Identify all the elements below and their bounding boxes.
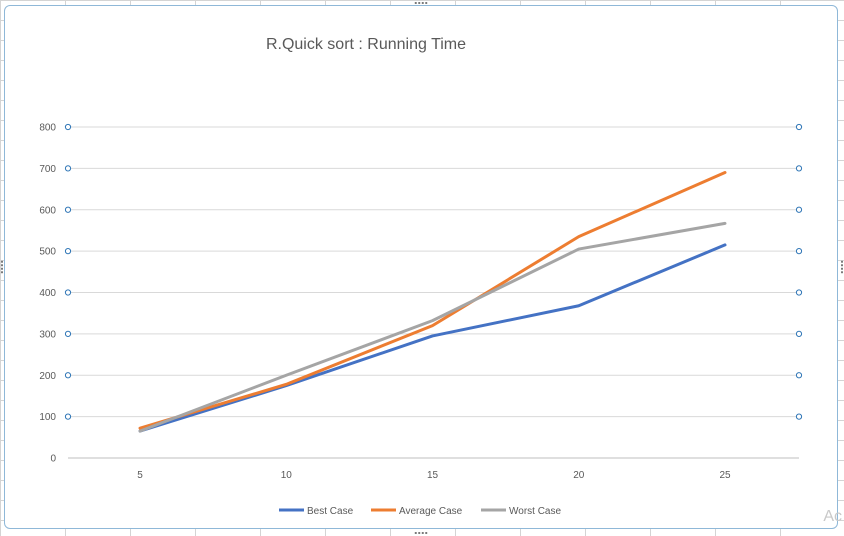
left-axis-marker (64, 372, 72, 379)
right-axis-marker (795, 123, 803, 131)
left-axis-marker (64, 206, 72, 213)
axis-selection-markers (64, 123, 803, 420)
gridlines (68, 126, 799, 459)
y-tick-label: 300 (39, 329, 56, 340)
legend-label: Average Case (399, 506, 463, 517)
y-tick-label: 400 (39, 288, 56, 299)
y-axis-ticks: 0 100 200 300 400 500 600 700 800 (39, 123, 56, 465)
top-resize-handle[interactable] (414, 1, 428, 5)
y-tick-label: 100 (39, 412, 56, 423)
series-line-average-case (138, 171, 727, 430)
y-tick-label: 700 (39, 164, 56, 175)
left-axis-marker (64, 248, 72, 255)
legend-label: Best Case (307, 506, 354, 517)
x-tick-label: 20 (573, 470, 585, 481)
right-axis-marker (795, 330, 803, 337)
right-axis-marker (795, 165, 803, 172)
x-axis-ticks: 5 10 15 20 25 (137, 470, 731, 481)
left-axis-marker (64, 413, 72, 420)
chart-title: R.Quick sort : Running Time (266, 36, 466, 53)
right-axis-marker (795, 372, 803, 379)
corner-text: Ac (823, 508, 842, 525)
series-line-best-case (138, 243, 727, 433)
left-axis-marker (64, 123, 72, 131)
y-tick-label: 200 (39, 371, 56, 382)
right-resize-handle[interactable] (840, 260, 844, 274)
left-axis-marker (64, 165, 72, 172)
left-axis-marker (64, 330, 72, 337)
y-tick-label: 800 (39, 123, 56, 134)
right-axis-marker (795, 413, 803, 420)
legend: Best Case Average Case Worst Case (279, 506, 561, 517)
right-axis-marker (795, 289, 803, 296)
x-tick-label: 10 (281, 470, 293, 481)
left-axis-marker (64, 289, 72, 296)
left-resize-handle[interactable] (0, 260, 4, 274)
y-tick-label: 500 (39, 247, 56, 258)
right-axis-marker (795, 248, 803, 255)
x-tick-label: 25 (719, 470, 731, 481)
x-tick-label: 5 (137, 470, 143, 481)
chart-frame[interactable] (4, 5, 838, 529)
legend-label: Worst Case (509, 506, 561, 517)
y-tick-label: 0 (50, 454, 56, 465)
bottom-resize-handle[interactable] (414, 531, 428, 535)
right-axis-marker (795, 206, 803, 213)
series-lines (138, 171, 727, 433)
series-line-worst-case (138, 221, 727, 433)
x-tick-label: 15 (427, 470, 439, 481)
y-tick-label: 600 (39, 205, 56, 216)
